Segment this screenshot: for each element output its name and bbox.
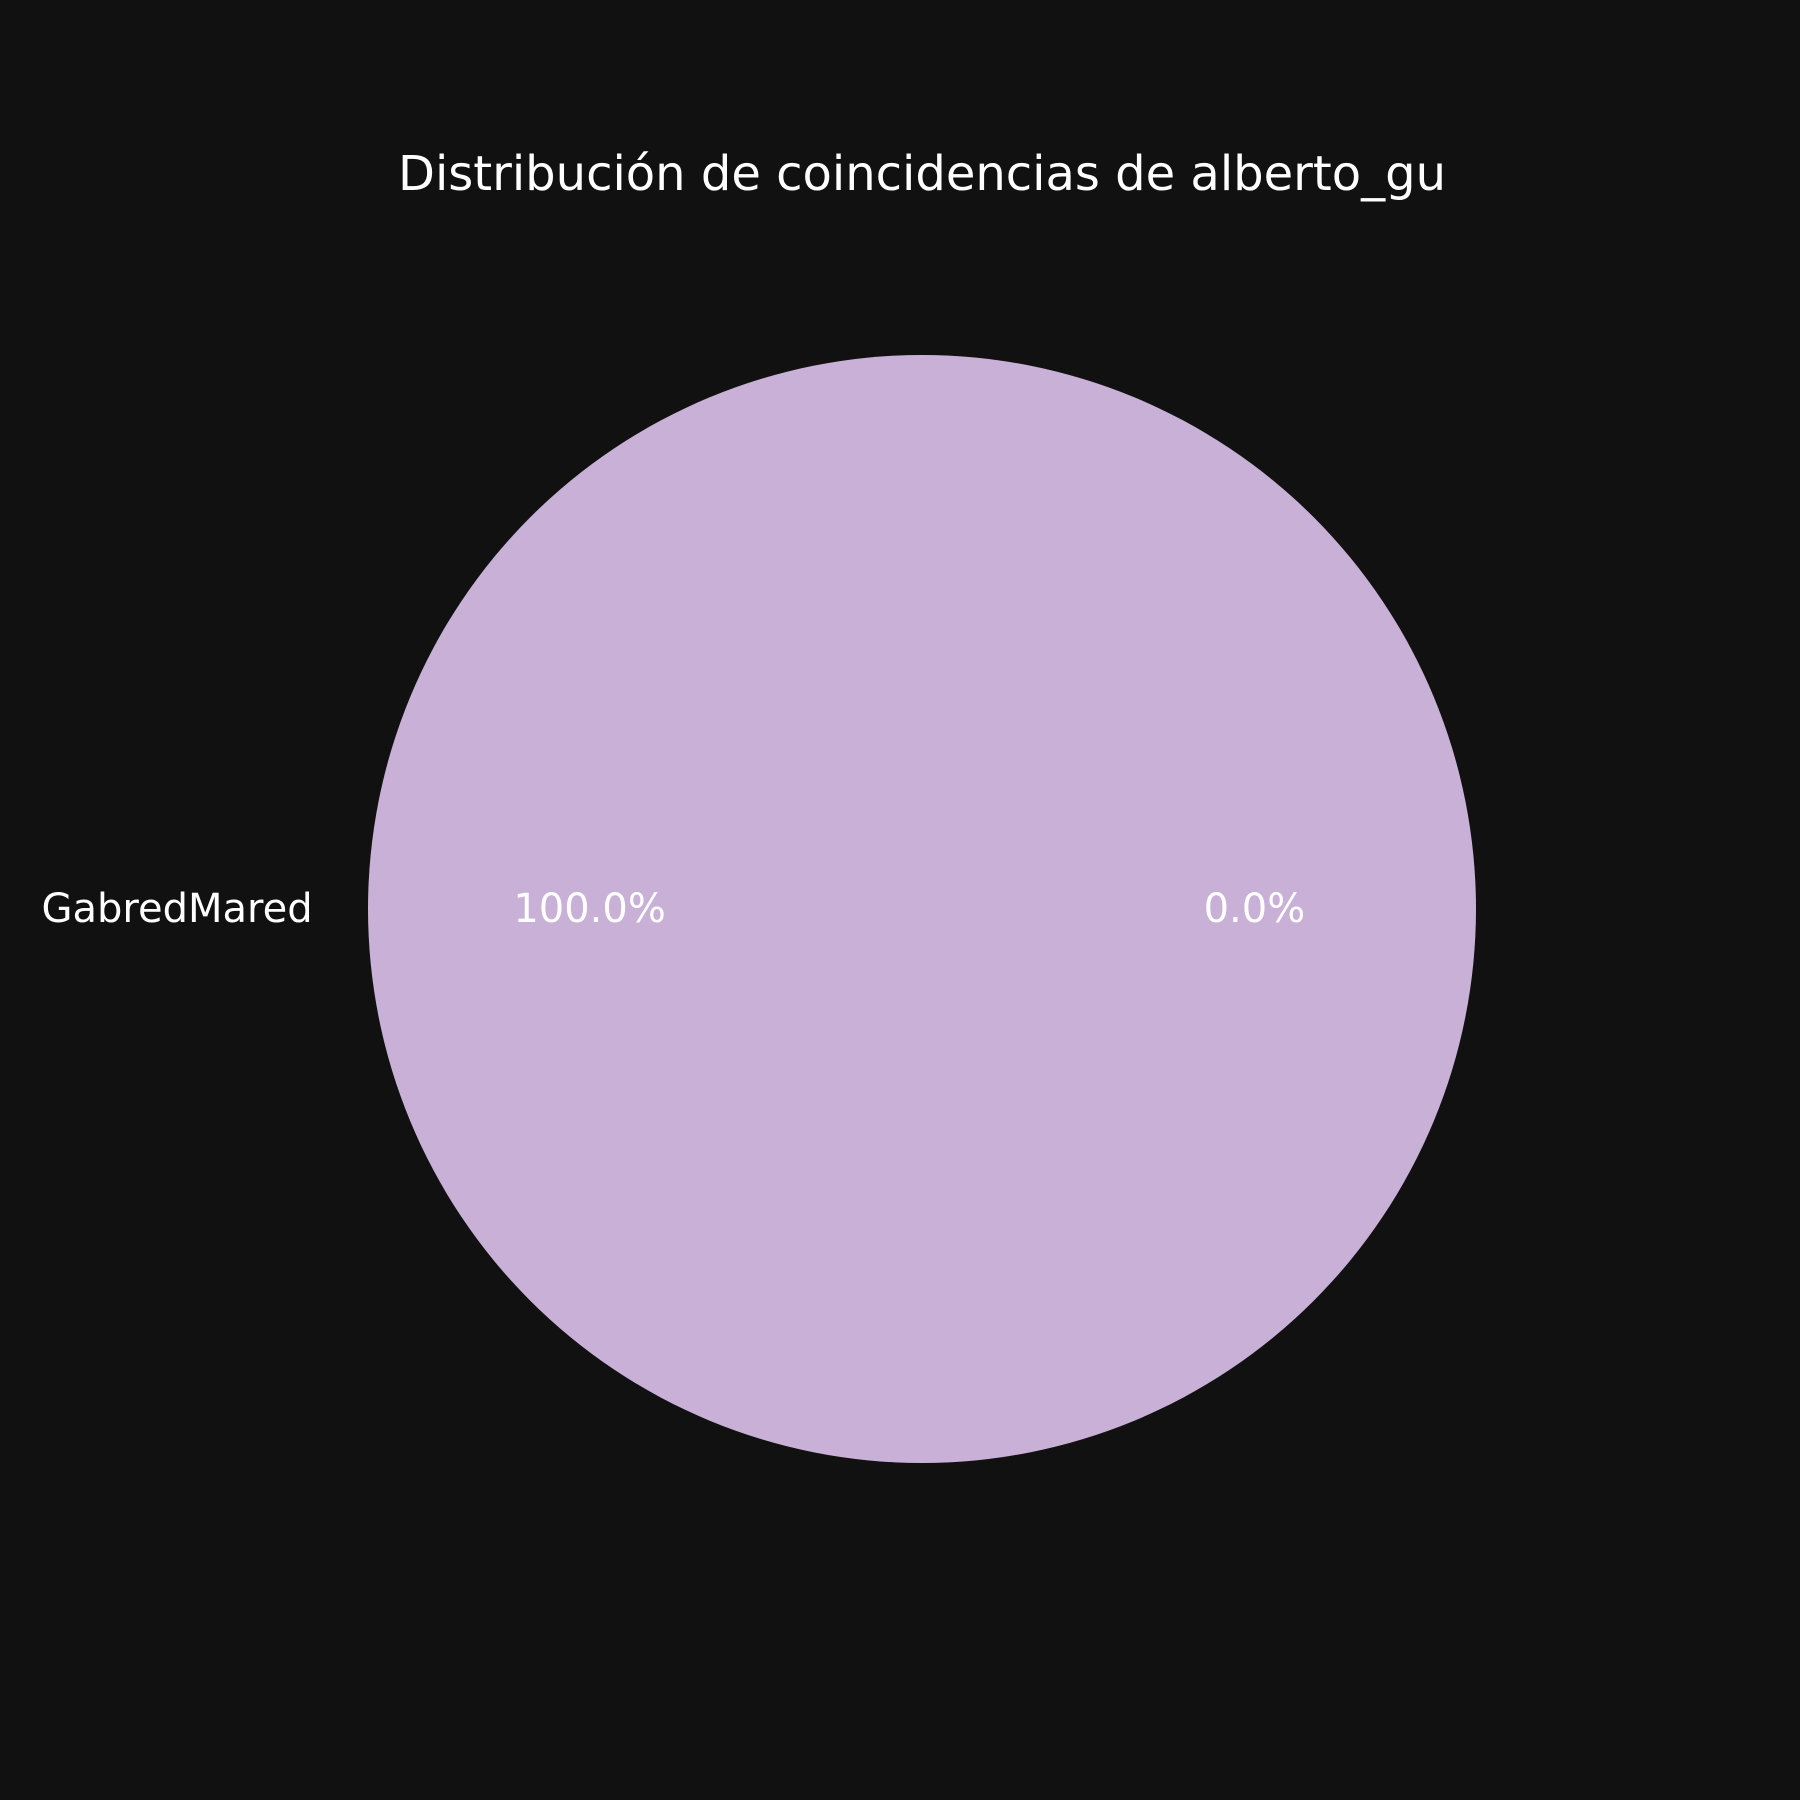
slice-percent-label: 0.0% (1204, 886, 1306, 932)
slice-label: GabredMared (42, 886, 313, 932)
pie-slices (368, 355, 1476, 1463)
slice-percent-label: 100.0% (513, 886, 666, 932)
pie-slice (368, 355, 1476, 1463)
pie-labels: GabredMared 100.0% 0.0% (42, 886, 1306, 932)
chart-title: Distribución de coincidencias de alberto… (398, 146, 1446, 202)
